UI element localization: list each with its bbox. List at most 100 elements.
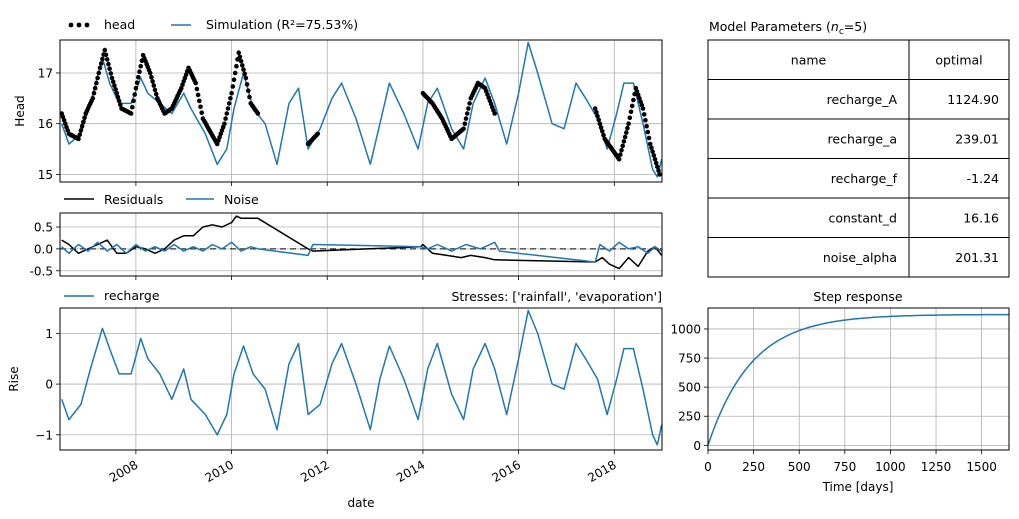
head-observation-point <box>655 164 660 170</box>
head-observation-point <box>228 96 233 101</box>
residuals-axes-frame <box>59 212 663 277</box>
head-observation-point <box>94 80 99 86</box>
head-observation-point <box>114 90 120 96</box>
recharge-y-ticks: −1 0 1 <box>35 327 60 442</box>
head-observations <box>60 47 662 177</box>
head-observation-point <box>240 63 245 68</box>
step-title: Step response <box>813 289 903 304</box>
head-observation-point <box>102 47 108 53</box>
head-observation-point <box>628 109 634 115</box>
recharge-title: Stresses: ['rainfall', 'evaporation'] <box>451 289 662 304</box>
head-panel: 15 16 17 Head head Simulation (R²=75.53%) <box>13 17 663 183</box>
head-observation-point <box>229 90 234 96</box>
x-tick-label: 1500 <box>966 460 997 474</box>
head-observation-point <box>95 75 100 81</box>
x-tick-label: 750 <box>833 460 856 474</box>
head-observation-point <box>81 119 86 125</box>
x-tick-label: 500 <box>788 460 811 474</box>
step-x-ticks: 0 250 500 750 1000 1250 1500 <box>704 450 997 474</box>
head-legend: head Simulation (R²=75.53%) <box>68 17 358 32</box>
y-tick-label: 16 <box>38 117 53 131</box>
head-observation-point <box>644 123 649 129</box>
residuals-series-group <box>61 215 662 270</box>
head-observation-point <box>230 84 236 89</box>
head-observation-point <box>243 75 249 81</box>
table-row-name: noise_alpha <box>823 250 897 265</box>
x-tick-label: 2010 <box>203 458 236 485</box>
legend-recharge-label: recharge <box>104 288 160 303</box>
head-observation-point <box>91 90 97 96</box>
head-observation-point <box>236 50 241 55</box>
head-observation-point <box>629 103 635 109</box>
head-observation-point <box>641 112 647 117</box>
head-observation-point <box>118 102 123 107</box>
recharge-xlabel: date <box>347 496 374 510</box>
head-observation-point <box>115 94 121 100</box>
head-observation-point <box>619 148 624 153</box>
legend-noise-label: Noise <box>224 192 259 207</box>
head-observation-point <box>598 125 604 130</box>
head-observation-point <box>134 80 140 85</box>
head-observation-point <box>106 61 111 67</box>
head-observation-point <box>130 104 135 110</box>
step-xlabel: Time [days] <box>822 480 894 494</box>
head-observation-point <box>646 135 652 141</box>
y-tick-label: 1 <box>45 327 53 341</box>
residuals-y-ticks: -0.5 0.0 0.5 <box>30 221 60 278</box>
head-observation-point <box>631 97 636 103</box>
head-observation-point <box>92 85 98 91</box>
head-observation-point <box>461 126 466 131</box>
y-tick-label: 0.0 <box>34 242 53 256</box>
head-observation-point <box>151 83 157 88</box>
head-observation-point <box>620 143 625 149</box>
head-observation-point <box>131 98 136 104</box>
head-observation-point <box>76 136 81 142</box>
head-observation-point <box>198 104 203 110</box>
head-observation-point <box>232 70 238 76</box>
head-observation-point <box>197 98 202 104</box>
head-observation-point <box>113 87 118 92</box>
head-observation-point <box>194 86 200 92</box>
head-observation-point <box>600 129 605 134</box>
legend-simulation-label: Simulation (R²=75.53%) <box>206 17 358 32</box>
head-observation-point <box>466 106 471 111</box>
y-tick-label: 15 <box>38 168 53 182</box>
head-observation-point <box>133 85 139 91</box>
head-observation-point <box>193 80 198 86</box>
recharge-legend: recharge <box>64 288 160 303</box>
head-observation-point <box>653 160 659 166</box>
table-header-optimal: optimal <box>935 52 982 67</box>
head-observation-point <box>255 111 261 116</box>
y-tick-label: 750 <box>678 352 701 366</box>
head-observation-point <box>153 91 159 97</box>
head-observation-point <box>116 98 122 104</box>
parameters-title-main: Model Parameters ( <box>709 19 831 34</box>
head-observation-point <box>601 132 606 138</box>
parameters-title: Model Parameters (nc=5) <box>709 19 867 37</box>
head-observation-point <box>222 121 227 126</box>
recharge-panel: −101 2008 2010 2012 2014 2016 2018 Rise date … <box>7 288 663 510</box>
step-axes-frame <box>707 307 1010 451</box>
head-observation-point <box>647 141 653 147</box>
recharge-axes-frame <box>59 307 663 451</box>
y-tick-label: 0 <box>693 439 701 453</box>
step-series-group <box>707 313 1010 446</box>
x-tick-label: 1250 <box>921 460 952 474</box>
table-row-name: recharge_A <box>827 92 898 107</box>
head-y-ticks: 15 16 17 <box>38 66 60 182</box>
head-observation-point <box>108 71 114 76</box>
recharge-grid <box>60 308 662 450</box>
head-observation-point <box>107 66 112 71</box>
head-observation-point <box>656 168 661 173</box>
y-tick-label: -0.5 <box>30 264 53 278</box>
table-header-name: name <box>791 52 827 67</box>
table-row-name: constant_d <box>828 210 897 225</box>
x-tick-label: 0 <box>704 460 712 474</box>
head-observation-point <box>595 113 600 119</box>
head-observation-point <box>103 52 109 58</box>
head-observation-point <box>464 111 470 116</box>
head-observation-point <box>237 54 243 60</box>
head-observation-point <box>138 63 143 69</box>
legend-head-marker <box>68 22 74 28</box>
